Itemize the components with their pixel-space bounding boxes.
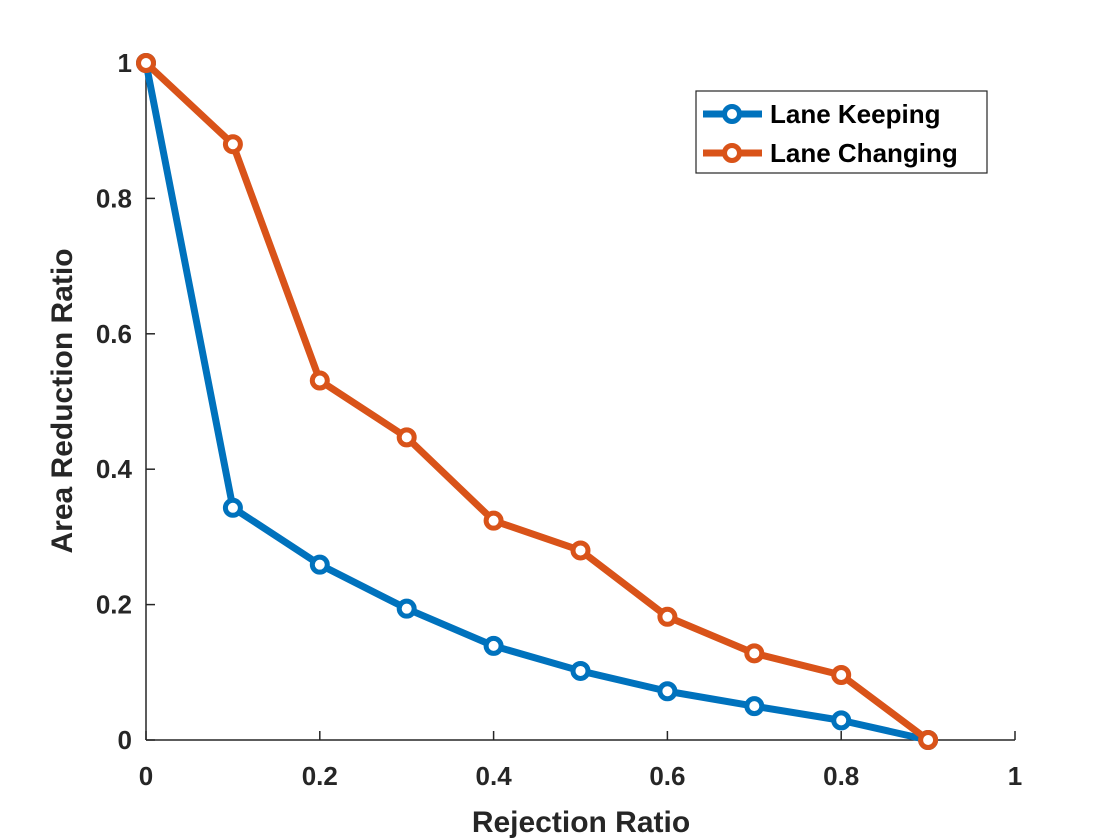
data-point (831, 665, 852, 686)
data-point (918, 730, 939, 750)
data-point (657, 606, 678, 627)
series-line (142, 59, 932, 744)
legend-box (695, 90, 988, 174)
data-point (657, 681, 678, 702)
data-point (222, 134, 243, 155)
x-tick-label: 1 (1008, 761, 1022, 791)
legend-label: Lane Changing (770, 138, 958, 168)
data-point (570, 540, 591, 561)
x-tick-label: 0.4 (476, 761, 513, 791)
data-point (309, 370, 330, 391)
y-tick-label: 0.2 (96, 590, 132, 620)
x-tick-label: 0.2 (302, 761, 338, 791)
data-point (744, 643, 765, 664)
data-point (570, 660, 591, 681)
data-point (744, 696, 765, 717)
legend-item: Lane Changing (703, 138, 958, 168)
data-point (396, 598, 417, 619)
y-axis-ticks: 0 0.2 0.4 0.6 0.8 1 (96, 48, 155, 755)
x-tick-label: 0.8 (823, 761, 859, 791)
data-point (222, 497, 243, 518)
data-point (309, 554, 330, 575)
legend-label: Lane Keeping (770, 99, 940, 129)
x-tick-label: 0.6 (649, 761, 685, 791)
data-point (831, 710, 852, 731)
y-tick-label: 0 (118, 725, 132, 755)
x-axis-ticks: 0 0.2 0.4 0.6 0.8 1 (139, 731, 1022, 791)
data-point (483, 635, 504, 656)
axes (145, 55, 1015, 741)
legend-item: Lane Keeping (703, 99, 940, 129)
series-lane-changing (136, 53, 939, 750)
y-tick-label: 1 (118, 48, 132, 78)
y-axis-title: Area Reduction Ratio (46, 248, 79, 553)
legend-marker (722, 143, 742, 163)
series-line (142, 59, 932, 744)
series-group (136, 53, 939, 750)
data-point (483, 510, 504, 531)
y-tick-label: 0.8 (96, 183, 132, 213)
legend: Lane Keeping Lane Changing (695, 90, 988, 174)
x-tick-label: 0 (139, 761, 153, 791)
legend-marker (722, 104, 742, 124)
x-axis-title: Rejection Ratio (472, 806, 690, 839)
data-point (396, 427, 417, 448)
y-tick-label: 0.6 (96, 319, 132, 349)
data-point (136, 53, 156, 73)
y-tick-label: 0.4 (96, 454, 133, 484)
